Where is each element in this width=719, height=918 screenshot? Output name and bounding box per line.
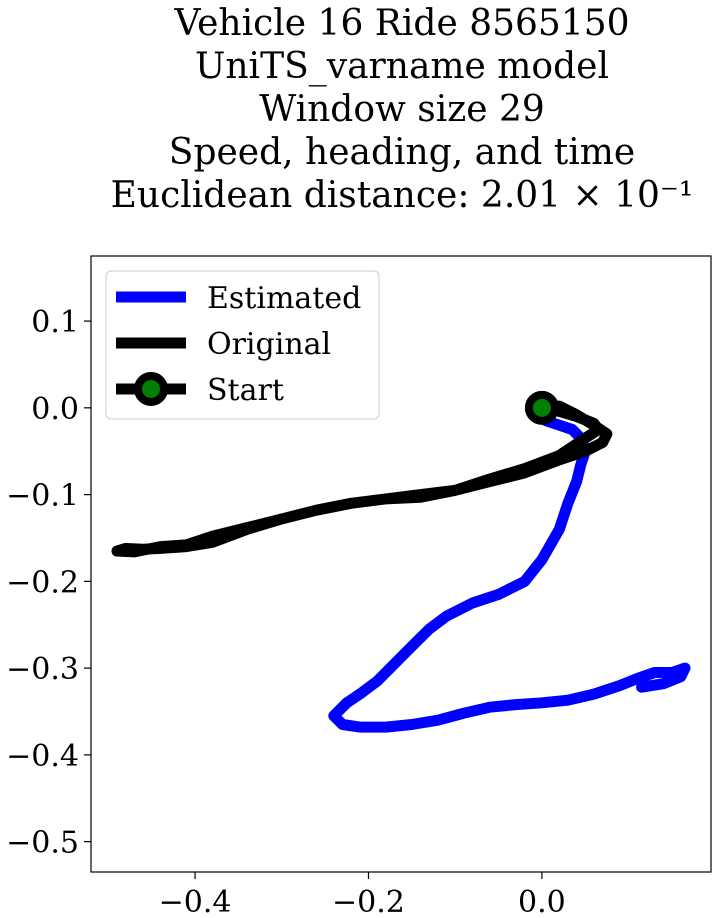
title-line-2: UniTS_varname model [195, 46, 609, 87]
y-tick-label: −0.2 [6, 565, 79, 600]
x-tick-label: 0.0 [518, 885, 566, 918]
y-tick-label: −0.4 [6, 739, 79, 774]
series-layer [111, 390, 691, 733]
x-tick-label: −0.2 [332, 885, 405, 918]
legend-start-marker [134, 372, 168, 406]
legend-label-start: Start [207, 373, 284, 408]
y-tick-label: 0.1 [31, 305, 79, 340]
title-line-5: Euclidean distance: 2.01 × 10⁻¹ [111, 175, 694, 216]
y-tick-label: −0.5 [6, 826, 79, 861]
legend: Estimated Original Start [105, 270, 380, 420]
start-marker [524, 390, 559, 425]
title-line-4: Speed, heading, and time [169, 132, 635, 173]
axes-frame [90, 255, 712, 873]
legend-box [105, 270, 380, 420]
y-tick-label: 0.0 [31, 392, 79, 427]
x-tick-label: −0.4 [159, 885, 232, 918]
series-line-estimated [328, 402, 691, 733]
x-axis-ticks: −0.4 −0.2 0.0 [159, 872, 566, 918]
y-tick-label: −0.3 [6, 652, 79, 687]
title-line-3: Window size 29 [259, 89, 545, 130]
y-tick-label: −0.1 [6, 479, 79, 514]
series-line-original [111, 400, 613, 558]
y-axis-ticks: 0.1 0.0 −0.1 −0.2 −0.3 −0.4 −0.5 [6, 305, 91, 861]
title-line-1: Vehicle 16 Ride 8565150 [173, 3, 629, 44]
legend-label-estimated: Estimated [207, 281, 361, 316]
legend-label-original: Original [207, 327, 331, 362]
